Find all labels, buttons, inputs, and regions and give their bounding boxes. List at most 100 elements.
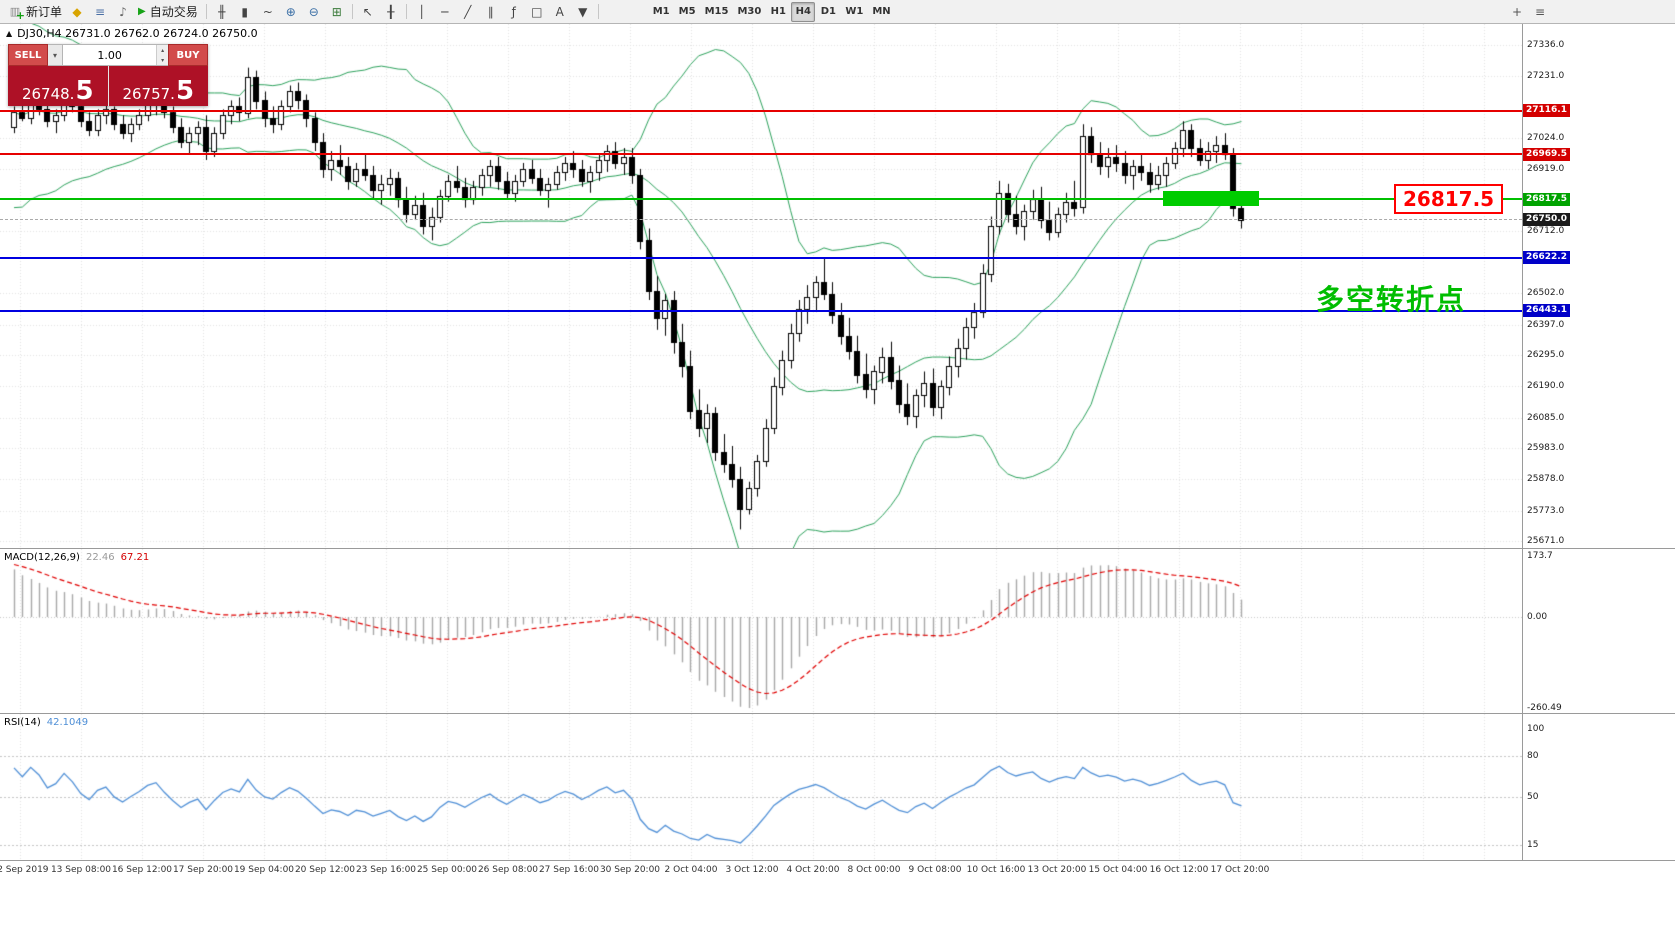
toolbar-separator <box>597 4 599 19</box>
macd-main-value: 22.46 <box>85 552 115 563</box>
time-axis-label: 26 Sep 08:00 <box>477 865 539 875</box>
price-chart-panel[interactable]: ▲ DJ30,H4 26731.0 26762.0 26724.0 26750.… <box>0 24 1675 548</box>
quick-settings-button[interactable]: ≡ <box>1529 2 1551 22</box>
timeframe-h4-button[interactable]: H4 <box>791 1 816 22</box>
support-upper-price-tag: 26622.2 <box>1523 251 1570 265</box>
add-indicator-button[interactable]: + <box>1506 2 1528 22</box>
timeframe-m30-button[interactable]: M30 <box>733 2 765 22</box>
price-chart-canvas[interactable] <box>0 24 1522 548</box>
zoom-in-button[interactable]: ⊕ <box>280 2 302 22</box>
fibonacci-button[interactable]: ƒ <box>503 2 525 22</box>
price-axis-label: 26085.0 <box>1527 412 1565 423</box>
line-chart-button[interactable]: ~ <box>257 2 279 22</box>
new-order-icon: ▥ + <box>9 4 25 22</box>
volume-input[interactable] <box>63 45 157 65</box>
time-axis-label: 19 Sep 04:00 <box>233 865 295 875</box>
price-big-digit: 5 <box>175 76 195 107</box>
macd-panel[interactable]: MACD(12,26,9) 22.46 67.21 173.7 0.00 -260.… <box>0 548 1675 713</box>
buy-button[interactable]: BUY <box>168 44 208 66</box>
time-axis-label: 13 Sep 08:00 <box>50 865 112 875</box>
macd-signal-value: 67.21 <box>120 552 150 563</box>
rsi-canvas[interactable] <box>0 714 1522 860</box>
price-axis-label: 27336.0 <box>1527 40 1565 50</box>
horizontal-line-button[interactable]: ─ <box>434 2 456 22</box>
timeframe-d1-button[interactable]: D1 <box>816 2 840 22</box>
timeframe-h1-button[interactable]: H1 <box>766 2 790 22</box>
support-upper-line[interactable] <box>0 256 1522 259</box>
rsi-value: 42.1049 <box>46 717 89 728</box>
bar-chart-button[interactable]: ╫ <box>211 2 233 22</box>
price-main-digits: 26748. <box>21 84 75 103</box>
price-axis-label: 25983.0 <box>1527 443 1565 454</box>
pivot-line[interactable] <box>0 198 1522 201</box>
one-click-trading-panel: SELL ▾ ▴ ▾ BUY 26748.5 26757.5 <box>8 44 208 106</box>
rsi-panel[interactable]: RSI(14) 42.1049 100 80 50 15 <box>0 713 1675 860</box>
bid-line[interactable] <box>0 219 1522 221</box>
resistance-lower-line[interactable] <box>0 153 1522 156</box>
toolbar-right-group: + ≡ <box>1506 2 1551 22</box>
equidistant-channel-button[interactable]: ∥ <box>480 2 502 22</box>
tile-windows-button[interactable]: ⊞ <box>326 2 348 22</box>
resistance-upper-line[interactable] <box>0 109 1522 112</box>
volume-up-icon[interactable]: ▴ <box>157 45 168 55</box>
symbol-info: ▲ DJ30,H4 26731.0 26762.0 26724.0 26750.… <box>6 27 258 40</box>
price-axis-separator <box>1522 24 1523 860</box>
highlight-rectangle[interactable] <box>1163 191 1259 207</box>
volume-stepper[interactable]: ▴ ▾ <box>156 45 168 65</box>
time-axis-label: 15 Oct 04:00 <box>1088 865 1148 875</box>
sell-button[interactable]: SELL <box>8 44 48 66</box>
autotrade-button[interactable]: ▶ 自动交易 <box>134 2 202 22</box>
timeframe-m1-button[interactable]: M1 <box>649 2 674 22</box>
timeframe-m15-button[interactable]: M15 <box>701 2 733 22</box>
cursor-button[interactable]: ↖ <box>357 2 379 22</box>
new-order-button[interactable]: ▥ + 新订单 <box>4 2 66 22</box>
one-click-collapse-arrow-icon[interactable]: ▲ <box>6 29 13 38</box>
trendline-button[interactable]: ╱ <box>457 2 479 22</box>
price-big-digit: 5 <box>75 76 94 107</box>
buy-price[interactable]: 26757. 5 <box>108 66 208 107</box>
toolbar-left-group: ◆ ≡ ♪ <box>66 2 134 22</box>
volume-dropdown-icon[interactable]: ▾ <box>48 44 63 66</box>
support-lower-line[interactable] <box>0 309 1522 312</box>
resistance-lower-price-tag: 26969.5 <box>1523 147 1570 161</box>
price-axis-label: 26295.0 <box>1527 350 1565 361</box>
turning-point-annotation[interactable]: 多空转折点 <box>1316 284 1467 315</box>
arrows-button[interactable]: ▼ <box>572 2 594 22</box>
toolbar-separator <box>205 4 207 19</box>
alerts-button[interactable]: ♪ <box>112 2 134 22</box>
cursor-tools-group: ↖ ╂ <box>357 2 402 22</box>
price-axis-label: 26712.0 <box>1527 225 1565 236</box>
price-callout[interactable]: 26817.5 <box>1394 184 1504 214</box>
resistance-upper-price-tag: 27116.1 <box>1523 104 1570 117</box>
time-axis-label: 25 Sep 00:00 <box>416 865 478 875</box>
time-axis-label: 17 Sep 20:00 <box>172 865 234 875</box>
price-axis-label: 27024.0 <box>1527 132 1565 143</box>
rsi-axis-label: 80 <box>1527 751 1539 762</box>
symbol-ohlc-text: DJ30,H4 26731.0 26762.0 26724.0 26750.0 <box>17 27 258 40</box>
volume-down-icon[interactable]: ▾ <box>157 55 168 65</box>
pivot-price-tag: 26817.5 <box>1523 192 1570 206</box>
toolbar-separator <box>405 4 407 19</box>
price-axis-label: 26190.0 <box>1527 381 1565 392</box>
zoom-out-button[interactable]: ⊖ <box>303 2 325 22</box>
toolbar-separator <box>351 4 353 19</box>
autotrade-label: 自动交易 <box>149 5 198 19</box>
metaeditor-button[interactable]: ◆ <box>66 2 88 22</box>
crosshair-button[interactable]: ╂ <box>380 2 402 22</box>
autotrade-play-icon: ▶ <box>138 6 146 17</box>
main-toolbar: ▥ + 新订单 ◆ ≡ ♪ ▶ 自动交易 ╫ ▮ ~ ⊕ ⊖ ⊞ ↖ ╂ │ ─ ╱ ∥ ƒ □ A ▼ M1 M… <box>0 0 1675 24</box>
text-label-button[interactable]: A <box>549 2 571 22</box>
time-axis-label: 4 Oct 20:00 <box>786 865 840 875</box>
market-watch-button[interactable]: ≡ <box>89 2 111 22</box>
time-axis-label: 2 Oct 04:00 <box>664 865 718 875</box>
vertical-line-button[interactable]: │ <box>411 2 433 22</box>
sell-price[interactable]: 26748. 5 <box>8 66 108 106</box>
timeframe-w1-button[interactable]: W1 <box>841 2 867 22</box>
timeframe-mn-button[interactable]: MN <box>868 2 894 22</box>
time-axis-label: 10 Oct 16:00 <box>966 865 1026 875</box>
timeframe-m5-button[interactable]: M5 <box>675 2 700 22</box>
candlestick-chart-button[interactable]: ▮ <box>234 2 256 22</box>
shapes-button[interactable]: □ <box>526 2 548 22</box>
macd-canvas[interactable] <box>0 549 1522 713</box>
